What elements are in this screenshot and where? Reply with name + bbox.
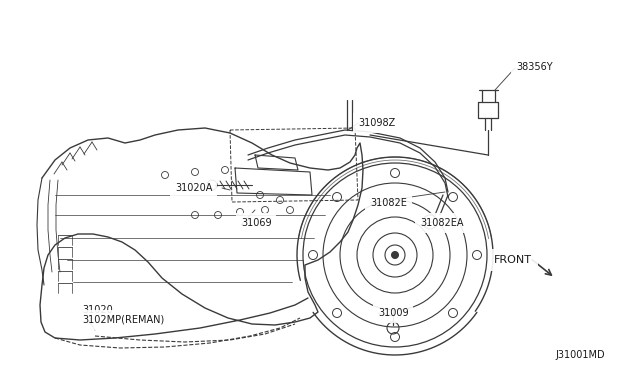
- Text: 31020: 31020: [82, 305, 113, 315]
- Text: 31082E: 31082E: [370, 198, 407, 208]
- Text: 31082EA: 31082EA: [420, 218, 463, 228]
- Text: 31009: 31009: [378, 308, 408, 318]
- Text: 31020A: 31020A: [175, 183, 212, 193]
- Text: 31069: 31069: [241, 218, 271, 228]
- Text: 3102MP(REMAN): 3102MP(REMAN): [82, 315, 164, 325]
- Text: J31001MD: J31001MD: [555, 350, 605, 360]
- Circle shape: [392, 251, 399, 259]
- Text: 31098Z: 31098Z: [358, 118, 396, 128]
- Text: FRONT: FRONT: [494, 255, 532, 265]
- Text: 38356Y: 38356Y: [516, 62, 552, 72]
